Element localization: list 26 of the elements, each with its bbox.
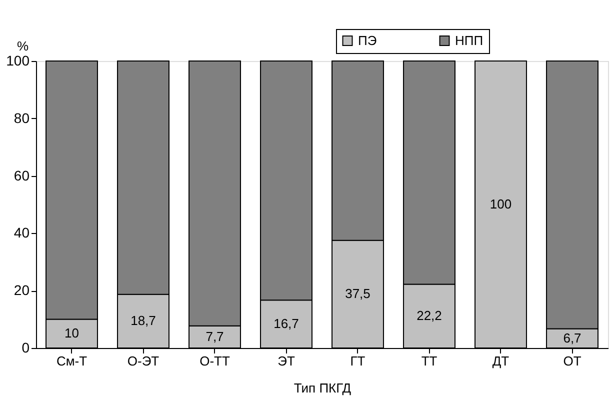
y-tick-label: 60 bbox=[14, 167, 30, 184]
x-axis-title: Тип ПКГД bbox=[294, 380, 352, 396]
data-label: 10 bbox=[64, 326, 79, 341]
data-label: 37,5 bbox=[345, 286, 370, 302]
x-tick-label: О-ТТ bbox=[200, 354, 230, 368]
data-label: 18,7 bbox=[130, 313, 156, 328]
legend-label: ПЭ bbox=[358, 32, 377, 48]
data-label: 16,7 bbox=[274, 316, 299, 332]
x-tick-label: ТТ bbox=[421, 354, 438, 368]
data-label: 6,7 bbox=[563, 330, 582, 346]
x-tick-label: ЭТ bbox=[278, 354, 295, 368]
x-tick-label: См-Т bbox=[56, 354, 88, 368]
x-tick-label: О-ЭТ bbox=[127, 354, 160, 368]
y-axis-title: % bbox=[16, 38, 29, 54]
legend-label: НПП bbox=[455, 32, 484, 48]
x-tick-label: ОТ bbox=[563, 354, 582, 368]
y-tick-label: 100 bbox=[6, 52, 30, 68]
y-tick-label: 40 bbox=[14, 224, 30, 241]
x-tick-label: ГТ bbox=[350, 354, 366, 368]
y-tick-label: 20 bbox=[14, 282, 30, 298]
y-tick-label: 80 bbox=[14, 110, 30, 126]
x-tick-label: ДТ bbox=[492, 354, 510, 368]
data-label: 100 bbox=[490, 196, 512, 212]
data-label: 7,7 bbox=[206, 328, 224, 344]
data-label: 22,2 bbox=[416, 308, 442, 324]
y-tick-label: 0 bbox=[22, 340, 30, 356]
